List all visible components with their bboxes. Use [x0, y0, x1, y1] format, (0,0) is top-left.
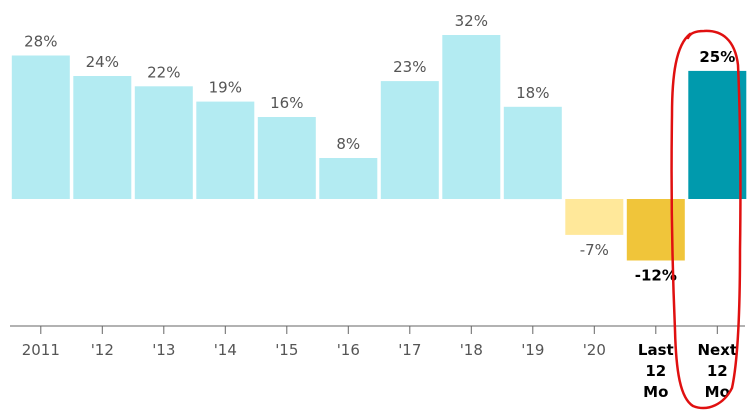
tick-label-12: '12: [91, 341, 114, 359]
tick-label-2011: 2011: [22, 341, 60, 359]
bar-next-12-mo: [688, 70, 747, 200]
value-label-16: 8%: [336, 135, 360, 153]
tick-label-13: '13: [152, 341, 175, 359]
value-label-17: 23%: [393, 58, 426, 76]
value-label-20: -7%: [580, 241, 609, 259]
bar-13: [134, 86, 193, 200]
tick-label-17: '17: [398, 341, 421, 359]
tick-label-14: '14: [214, 341, 237, 359]
value-label-2011: 28%: [24, 33, 57, 51]
x-tick-labels-group: 2011 '12 '13 '14 '15 '16 '17 '18 '19 '20 Last 12 Mo N…: [22, 341, 737, 401]
bar-last-12-mo: [626, 199, 685, 261]
bar-14: [196, 101, 255, 199]
bar-16: [319, 158, 378, 199]
tick-label-18: '18: [460, 341, 483, 359]
tick-label-16: '16: [337, 341, 360, 359]
value-label-12: 24%: [86, 53, 119, 71]
bar-12: [73, 76, 132, 199]
value-label-13: 22%: [147, 63, 180, 81]
bar-18: [442, 35, 501, 199]
bars-group: [11, 35, 747, 261]
x-ticks-group: [40, 326, 718, 334]
value-label-last-12-mo: -12%: [635, 267, 677, 285]
highlight-annotation-outline: [670, 29, 742, 410]
value-label-19: 18%: [516, 84, 549, 102]
bar-2011: [11, 55, 70, 199]
bar-15: [257, 117, 316, 199]
bar-19: [503, 106, 562, 200]
value-labels-group: 28% 24% 22% 19% 16% 8% 23% 32% 18% -7% -12% 25%: [24, 12, 735, 285]
bar-20: [565, 199, 624, 235]
value-label-14: 19%: [209, 79, 242, 97]
value-label-15: 16%: [270, 94, 303, 112]
value-label-next-12-mo: 25%: [699, 48, 735, 66]
tick-label-last-12-mo: Last 12 Mo: [638, 341, 674, 401]
bar-17: [380, 81, 439, 199]
tick-label-15: '15: [275, 341, 298, 359]
value-label-18: 32%: [455, 12, 488, 30]
tick-label-20: '20: [583, 341, 606, 359]
tick-label-19: '19: [521, 341, 544, 359]
tick-label-next-12-mo: Next 12 Mo: [698, 341, 738, 401]
